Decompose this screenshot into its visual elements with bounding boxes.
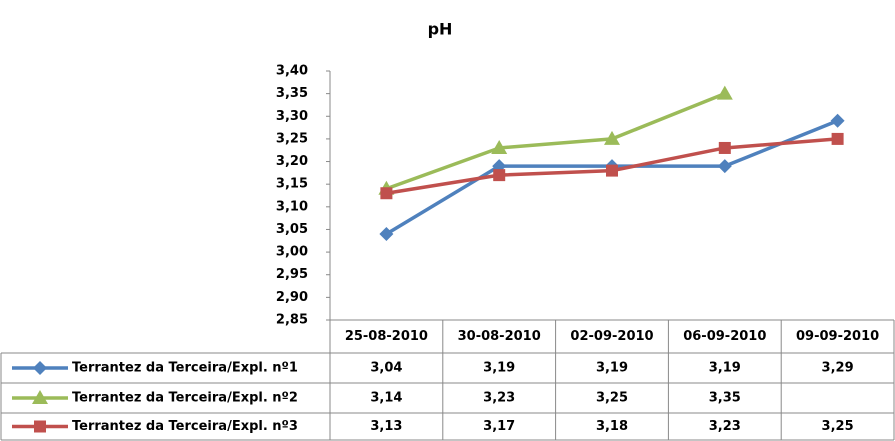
legend-marker [33,361,47,375]
y-tick-label: 3,20 [276,154,308,169]
y-tick-label: 3,15 [276,177,308,192]
legend-label: Terrantez da Terceira/Expl. nº1 [72,361,298,376]
y-tick-label: 2,85 [276,313,308,328]
data-point [716,85,733,100]
data-label: 3,19 [596,361,628,376]
series-line [385,92,726,191]
data-point [604,130,620,145]
x-tick-label: 30-08-2010 [458,329,541,344]
x-tick-label: 06-09-2010 [683,329,766,344]
x-tick-label: 02-09-2010 [570,329,653,344]
data-point [718,141,731,154]
legend-marker [32,390,48,404]
data-point [606,164,618,177]
data-point [717,159,732,174]
y-tick-label: 3,25 [276,131,308,146]
data-label: 3,17 [483,419,515,434]
data-point [831,132,844,145]
data-label: 3,04 [370,361,402,376]
data-label: 3,13 [370,419,402,434]
y-tick-label: 3,10 [276,199,308,214]
data-label: 3,35 [709,391,741,406]
x-tick-label: 25-08-2010 [345,329,428,344]
y-tick-label: 3,35 [276,86,308,101]
y-tick-label: 2,95 [276,267,308,282]
y-tick-label: 2,90 [276,290,308,305]
legend-label: Terrantez da Terceira/Expl. nº3 [72,419,298,434]
y-tick-label: 3,40 [276,64,308,79]
data-label: 3,19 [483,361,515,376]
data-label: 3,19 [709,361,741,376]
data-label: 3,25 [596,391,628,406]
data-label: 3,25 [822,419,854,434]
data-label: 3,23 [709,419,741,434]
data-point [380,187,393,200]
data-label: 3,29 [822,361,854,376]
y-tick-label: 3,00 [276,245,308,260]
data-label: 3,18 [596,419,628,434]
data-point [830,113,845,128]
data-point [379,226,394,241]
y-tick-label: 3,30 [276,109,308,124]
data-point [491,139,508,154]
legend-label: Terrantez da Terceira/Expl. nº2 [72,391,298,406]
data-label: 3,14 [370,391,402,406]
data-label: 3,23 [483,391,515,406]
data-point [493,169,506,182]
x-tick-label: 09-09-2010 [796,329,879,344]
y-tick-label: 3,05 [276,222,308,237]
legend-marker [34,420,46,433]
chart-title: pH [428,20,453,39]
